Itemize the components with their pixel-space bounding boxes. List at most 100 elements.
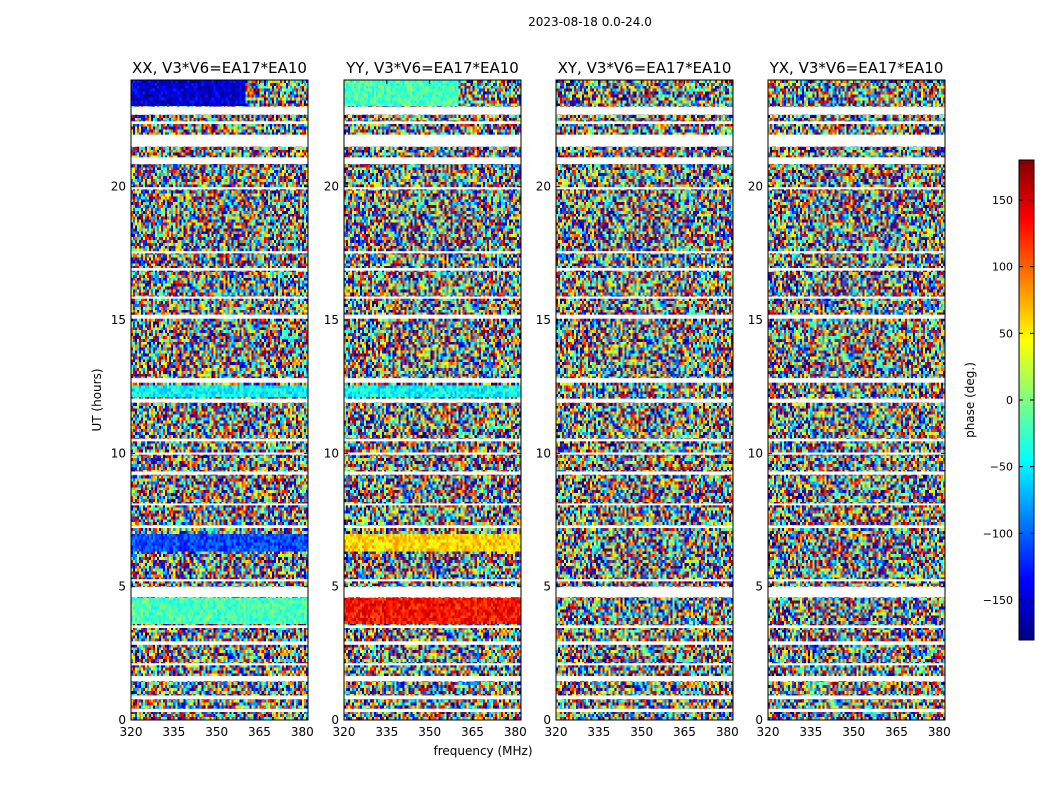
x-tick-label: 380: [716, 725, 739, 739]
flagged-row: [131, 695, 308, 700]
flagged-row: [344, 579, 521, 582]
panel-frame: [130, 79, 309, 721]
flagged-row: [344, 251, 521, 254]
flagged-row: [556, 708, 733, 712]
flagged-row: [556, 398, 733, 403]
x-axis-label: frequency (MHz): [433, 744, 532, 758]
flagged-row: [131, 641, 308, 645]
y-tick-label: 0: [118, 713, 126, 727]
flagged-row: [556, 296, 733, 299]
x-tick-label: 335: [375, 725, 398, 739]
flagged-row: [768, 586, 945, 598]
flagged-row: [344, 625, 521, 628]
x-tick-label: 320: [333, 725, 356, 739]
y-tick-label: 10: [111, 446, 126, 460]
flagged-row: [344, 452, 521, 455]
flagged-row: [768, 121, 945, 124]
flagged-row: [344, 106, 521, 115]
flagged-row: [344, 121, 521, 124]
flagged-row: [131, 251, 308, 254]
panel-frame: [555, 79, 734, 721]
y-tick-label: 20: [111, 180, 126, 194]
flagged-row: [556, 663, 733, 666]
panel-title: XX, V3*V6=EA17*EA10: [132, 59, 307, 77]
y-tick-label: 15: [111, 313, 126, 327]
colorbar-ticks: −150 −100 −50 0 50 100 150: [983, 194, 1034, 607]
flagged-row: [556, 438, 733, 442]
flagged-row: [768, 452, 945, 455]
flagged-row: [556, 452, 733, 455]
x-tick-label: 380: [291, 725, 314, 739]
flagged-row: [768, 251, 945, 254]
flagged-row: [768, 503, 945, 506]
flagged-row: [131, 187, 308, 190]
flagged-row: [131, 586, 308, 598]
x-tick-label: 350: [418, 725, 441, 739]
flagged-row: [768, 187, 945, 190]
flagged-row: [556, 695, 733, 700]
flagged-row: [556, 187, 733, 190]
y-tick-label: 0: [543, 713, 551, 727]
flagged-row: [344, 586, 521, 598]
flagged-row: [344, 708, 521, 712]
heatmap-panel: YY, V3*V6=EA17*EA10 320 335 350 365 380 0 5 10 15…: [324, 59, 527, 739]
flagged-row: [768, 525, 945, 528]
flagged-row: [768, 438, 945, 442]
x-tick-label: 365: [885, 725, 908, 739]
x-tick-label: 365: [248, 725, 271, 739]
flagged-row: [344, 676, 521, 682]
flagged-row: [556, 106, 733, 115]
colorbar-tick-label: −50: [990, 461, 1013, 474]
flagged-row: [768, 695, 945, 700]
x-tick-label: 335: [587, 725, 610, 739]
heatmap-panel: XY, V3*V6=EA17*EA10 320 335 350 365 380 0 5 10 15…: [536, 59, 739, 739]
flagged-row: [344, 663, 521, 666]
flagged-row: [344, 641, 521, 645]
flagged-row: [131, 106, 308, 115]
panels: XX, V3*V6=EA17*EA10 320 335 350 365 380 0 5 10 15…: [111, 59, 951, 739]
flagged-row: [768, 157, 945, 164]
flagged-row: [344, 157, 521, 164]
flagged-row: [556, 641, 733, 645]
flagged-row: [768, 296, 945, 299]
flagged-row: [768, 106, 945, 115]
x-tick-label: 365: [673, 725, 696, 739]
flagged-row: [131, 268, 308, 271]
y-tick-label: 5: [543, 580, 551, 594]
flagged-row: [768, 314, 945, 319]
flagged-row: [131, 438, 308, 442]
flagged-row: [556, 471, 733, 475]
flagged-row: [131, 471, 308, 475]
panel-title: YY, V3*V6=EA17*EA10: [345, 59, 519, 77]
flagged-row: [556, 268, 733, 271]
figure-suptitle: 2023-08-18 0.0-24.0: [528, 15, 652, 29]
x-tick-label: 380: [504, 725, 527, 739]
flagged-row: [344, 438, 521, 442]
heatmap-panel: XX, V3*V6=EA17*EA10 320 335 350 365 380 0 5 10 15…: [111, 59, 314, 739]
colorbar-tick-label: 0: [1006, 394, 1013, 407]
flagged-row: [768, 268, 945, 271]
y-tick-label: 15: [324, 313, 339, 327]
flagged-row: [344, 378, 521, 383]
flagged-row: [556, 251, 733, 254]
y-tick-label: 20: [748, 180, 763, 194]
flagged-row: [768, 708, 945, 712]
flagged-row: [344, 268, 521, 271]
y-tick-label: 15: [748, 313, 763, 327]
flagged-row: [344, 471, 521, 475]
y-tick-label: 15: [536, 313, 551, 327]
x-tick-label: 320: [120, 725, 143, 739]
flagged-row: [556, 676, 733, 682]
flagged-row: [768, 398, 945, 403]
flagged-row: [768, 134, 945, 147]
flagged-row: [556, 314, 733, 319]
flagged-row: [344, 134, 521, 147]
flagged-row: [131, 663, 308, 666]
flagged-row: [768, 625, 945, 628]
y-tick-label: 0: [331, 713, 339, 727]
flagged-row: [556, 378, 733, 383]
flagged-row: [131, 157, 308, 164]
x-tick-label: 335: [162, 725, 185, 739]
flagged-row: [344, 187, 521, 190]
flagged-row: [344, 695, 521, 700]
